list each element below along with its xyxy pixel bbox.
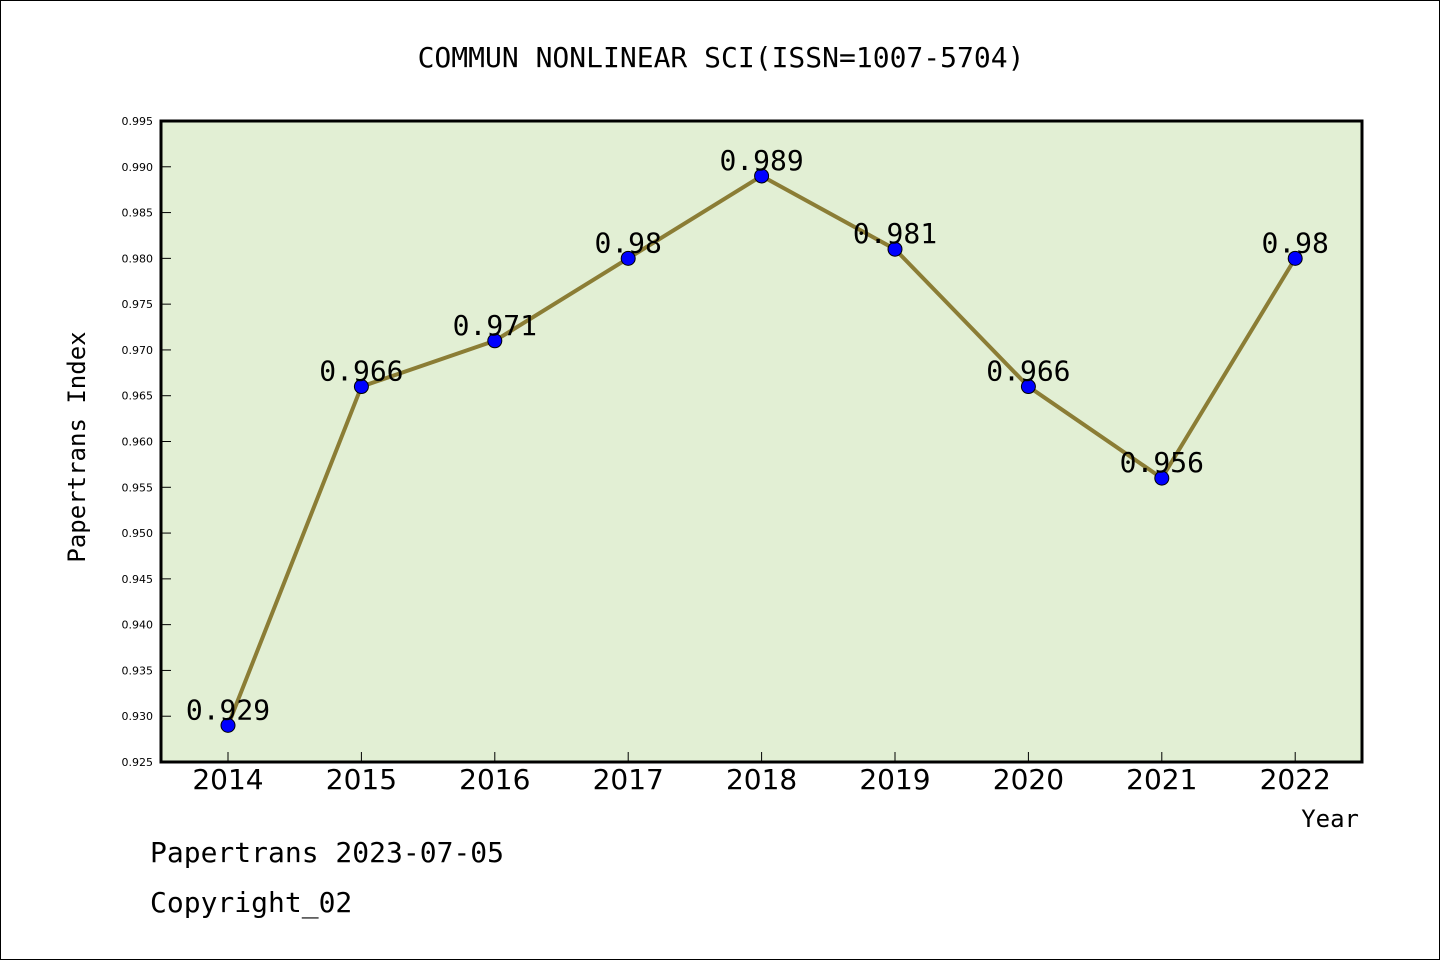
data-label: 0.971 (453, 309, 537, 342)
x-tick-label: 2018 (726, 763, 797, 796)
footer-copyright: Copyright_02 (150, 886, 353, 919)
y-tick-label: 0.960 (122, 436, 154, 449)
data-point (487, 333, 503, 349)
data-label: 0.98 (1261, 226, 1328, 259)
data-label: 0.966 (319, 355, 403, 388)
data-point (620, 250, 636, 266)
data-point (887, 241, 903, 257)
data-label: 0.929 (186, 693, 270, 726)
x-tick-label: 2021 (1126, 763, 1197, 796)
x-tick-label: 2016 (459, 763, 530, 796)
data-point (353, 379, 369, 395)
data-label: 0.989 (719, 144, 803, 177)
y-tick-label: 0.935 (122, 664, 154, 677)
data-label: 0.98 (594, 226, 661, 259)
x-axis: 2014 2015 2016 2017 2018 2019 2020 2021 2022 (192, 752, 1331, 796)
y-axis: 0.925 0.930 0.935 0.940 0.945 0.950 0.955 0.960… (122, 115, 171, 769)
y-tick-label: 0.980 (122, 252, 154, 265)
data-point (754, 168, 770, 184)
y-tick-label: 0.995 (122, 115, 154, 128)
series-line-group (220, 168, 1303, 733)
data-label: 0.966 (986, 355, 1070, 388)
y-tick-label: 0.950 (122, 527, 154, 540)
data-point (220, 717, 236, 733)
x-tick-label: 2022 (1260, 763, 1331, 796)
data-point (1287, 250, 1303, 266)
x-axis-label: Year (1301, 805, 1359, 833)
data-label: 0.981 (853, 217, 937, 250)
y-tick-label: 0.930 (122, 710, 154, 723)
data-labels: 0.929 0.966 0.971 0.98 0.989 0.981 0.966 0.956 0… (186, 144, 1329, 726)
y-axis-label: Papertrans Index (63, 331, 91, 562)
x-tick-label: 2019 (859, 763, 930, 796)
data-point (1020, 379, 1036, 395)
y-tick-label: 0.925 (122, 756, 154, 769)
y-tick-label: 0.975 (122, 298, 154, 311)
x-tick-label: 2015 (326, 763, 397, 796)
footer-date: Papertrans 2023-07-05 (150, 836, 505, 869)
y-tick-label: 0.940 (122, 619, 154, 632)
x-tick-label: 2017 (593, 763, 664, 796)
chart-title: COMMUN NONLINEAR SCI(ISSN=1007-5704) (418, 41, 1025, 74)
data-point (1154, 470, 1170, 486)
y-tick-label: 0.955 (122, 481, 154, 494)
data-label: 0.956 (1120, 446, 1204, 479)
y-tick-label: 0.965 (122, 390, 154, 403)
y-tick-label: 0.945 (122, 573, 154, 586)
x-tick-label: 2020 (993, 763, 1064, 796)
y-tick-label: 0.985 (122, 207, 154, 220)
y-tick-label: 0.970 (122, 344, 154, 357)
y-tick-label: 0.990 (122, 161, 154, 174)
plot-area (159, 119, 1364, 764)
x-tick-label: 2014 (192, 763, 263, 796)
